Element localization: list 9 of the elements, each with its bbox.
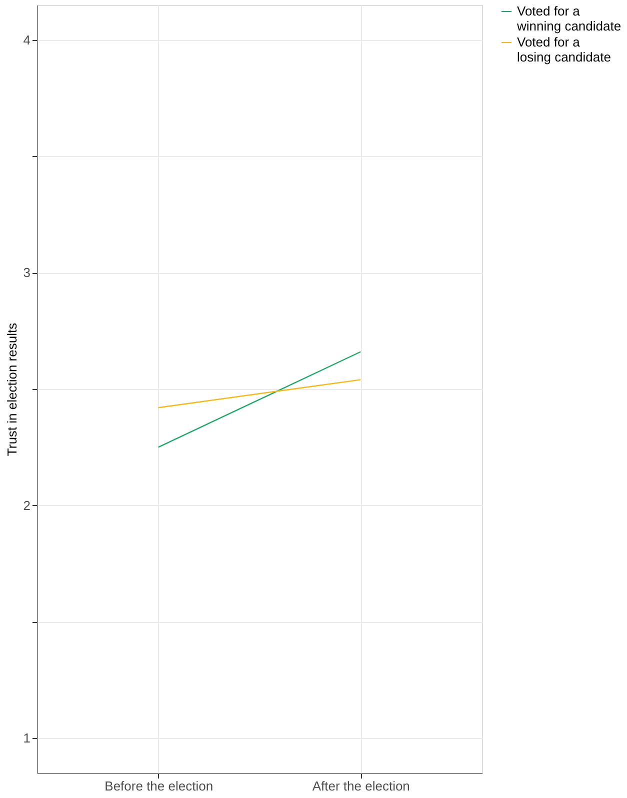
legend-label: Voted for a winning candidate (516, 4, 622, 34)
legend-label: Voted for a losing candidate (517, 34, 611, 64)
y-tick-label: 4 (23, 32, 30, 48)
y-tick-label: 3 (23, 265, 30, 280)
y-axis-title: Trust in election results (4, 322, 20, 456)
x-tick-label: After the election (312, 778, 410, 794)
y-tick-label: 1 (23, 730, 30, 746)
y-tick-label: 2 (23, 498, 30, 513)
x-tick-label: Before the election (104, 778, 214, 794)
